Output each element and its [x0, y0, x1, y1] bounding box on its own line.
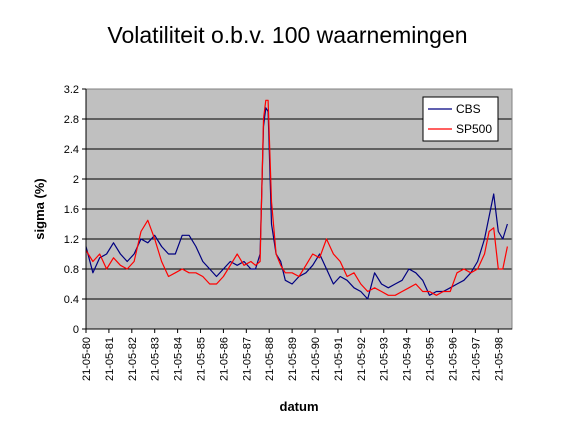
x-tick-label: 21-05-92: [356, 337, 368, 381]
x-tick-label: 21-05-89: [287, 337, 299, 381]
chart-title: Volatiliteit o.b.v. 100 waarnemingen: [107, 22, 468, 48]
x-tick-label: 21-05-98: [493, 337, 505, 381]
x-tick-label: 21-05-91: [333, 337, 345, 381]
x-tick-label: 21-05-85: [196, 337, 208, 381]
x-tick-label: 21-05-97: [470, 337, 482, 381]
x-tick-label: 21-05-96: [447, 337, 459, 381]
y-axis-ticks: 0 0.4 0.8 1.2 1.6 2 2.4 2.8 3.2: [64, 84, 86, 336]
legend-label-sp500: SP500: [456, 122, 492, 136]
x-tick-label: 21-05-90: [310, 337, 322, 381]
x-tick-label: 21-05-83: [150, 337, 162, 381]
y-tick-label: 2: [73, 174, 79, 186]
x-tick-label: 21-05-94: [402, 337, 414, 381]
x-tick-label: 21-05-87: [241, 337, 253, 381]
y-tick-label: 0.4: [64, 294, 79, 306]
x-tick-label: 21-05-81: [104, 337, 116, 381]
y-tick-label: 3.2: [64, 84, 79, 96]
legend-box: [422, 96, 499, 142]
legend-label-cbs: CBS: [456, 102, 481, 116]
series-line-sp500: [85, 99, 508, 296]
y-tick-label: 2.4: [64, 144, 79, 156]
y-tick-label: 1.2: [64, 234, 79, 246]
series-layer: [85, 99, 508, 300]
x-axis-title: datum: [280, 399, 319, 414]
x-tick-label: 21-05-80: [81, 337, 93, 381]
y-axis-title: sigma (%): [32, 178, 47, 239]
x-tick-label: 21-05-86: [218, 337, 230, 381]
y-tick-label: 0.8: [64, 264, 79, 276]
y-tick-label: 1.6: [64, 204, 79, 216]
y-tick-label: 2.8: [64, 114, 79, 126]
x-tick-label: 21-05-88: [264, 337, 276, 381]
x-tick-label: 21-05-93: [379, 337, 391, 381]
x-tick-label: 21-05-82: [127, 337, 139, 381]
y-tick-label: 0: [73, 324, 79, 336]
legend: CBS SP500: [422, 96, 499, 142]
x-tick-label: 21-05-95: [425, 337, 437, 381]
x-tick-label: 21-05-84: [173, 337, 185, 381]
x-axis-ticks: 21-05-80 21-05-81 21-05-82 21-05-83 21-05-84…: [81, 329, 505, 381]
